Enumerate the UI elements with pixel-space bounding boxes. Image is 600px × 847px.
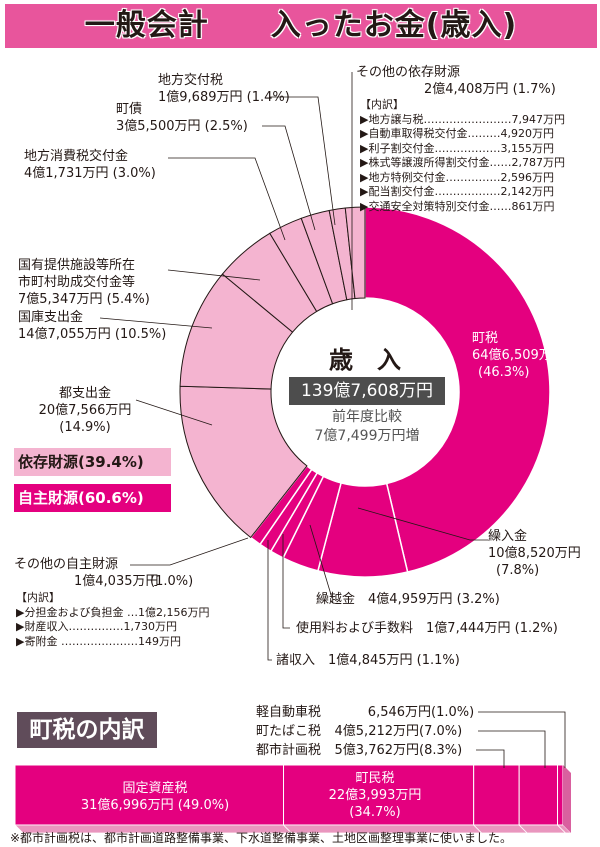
label-other-dependent: その他の依存財源 2億4,408万円 (1.7%) xyxy=(356,65,556,97)
footnote: ※都市計画税は、都市計画道路整備事業、下水道整備事業、土地区画整理事業に使いまし… xyxy=(10,831,513,845)
donut-slice-0 xyxy=(364,206,551,573)
label-town-bonds: 町債 3億5,500万円 (2.5%) xyxy=(116,102,248,134)
bar-leader-lines xyxy=(476,711,566,768)
label-other-own: その他の自主財源 1億4,035万円 xyxy=(14,557,159,589)
leader-lines xyxy=(99,72,488,661)
label-national-facilities-grant: 国有提供施設等所在 市町村助成交付金等 7億5,347万円 (5.4%) xyxy=(18,258,150,307)
compare-label: 前年度比較 xyxy=(332,409,402,425)
page-title: 一般会計 入ったお金(歳入) xyxy=(5,4,597,48)
label-misc-income: 諸収入 1億4,845万円 (1.1%) xyxy=(276,653,460,668)
other-own-breakdown: 【内訳】 ▶分担金および負担金 …1億2,156万円 ▶財産収入……………1,7… xyxy=(16,591,210,648)
label-carryover: 繰越金 4億4,959万円 (3.2%) xyxy=(316,592,500,607)
label-transfers: 繰入金 10億8,520万円 (7.8%) xyxy=(488,529,581,578)
label-consumption-tax-grant: 地方消費税交付金 4億1,731万円 (3.0%) xyxy=(24,149,156,181)
label-local-allocation-tax: 地方交付税 1億9,689万円 (1.4%) xyxy=(158,73,290,105)
own-sources-badge: 自主財源(60.6%) xyxy=(14,484,171,512)
bar-segment-1 xyxy=(283,764,475,826)
bar-label-city-planning-tax: 都市計画税 5億3,762万円(8.3%) xyxy=(256,743,463,758)
label-other-own-pct: (1.0%) xyxy=(150,574,194,589)
label-national-grants: 国庫支出金 14億7,055万円 (10.5%) xyxy=(18,310,167,342)
donut-slice-6 xyxy=(179,385,308,539)
other-dependent-breakdown: 【内訳】 ▶地方譲与税……………………7,947万円 ▶自動車取得税交付金………… xyxy=(360,98,565,213)
bar-segment-4 xyxy=(557,764,564,826)
compare-value: 7億7,499万円増 xyxy=(314,428,420,444)
bar-side xyxy=(563,765,571,833)
bar-label-property-tax: 固定資産税 31億6,996万円 (49.0%) xyxy=(80,781,230,813)
label-fees: 使用料および手数料 1億7,444万円 (1.2%) xyxy=(296,621,558,636)
total-revenue: 139億7,608万円 xyxy=(289,377,445,405)
dependent-sources-badge: 依存財源(39.4%) xyxy=(14,448,171,476)
town-tax-title: 町税の内訳 xyxy=(17,712,157,748)
label-town-tax: 町税 64億6,509万円 (46.3%) xyxy=(472,331,565,380)
bar-segment-2 xyxy=(473,764,520,826)
label-metro-grants: 都支出金 20億7,566万円 (14.9%) xyxy=(38,386,132,435)
bar-segment-0 xyxy=(14,764,285,826)
bar-label-resident-tax: 町民税 22億3,993万円 (34.7%) xyxy=(328,771,422,820)
bar-label-light-vehicle-tax: 軽自動車税 6,546万円(1.0%) xyxy=(256,705,475,720)
bar-label-tobacco-tax: 町たばこ税 4億5,212万円(7.0%) xyxy=(256,724,463,739)
bar-segment-3 xyxy=(518,764,559,826)
center-heading: 歳 入 xyxy=(329,346,401,374)
